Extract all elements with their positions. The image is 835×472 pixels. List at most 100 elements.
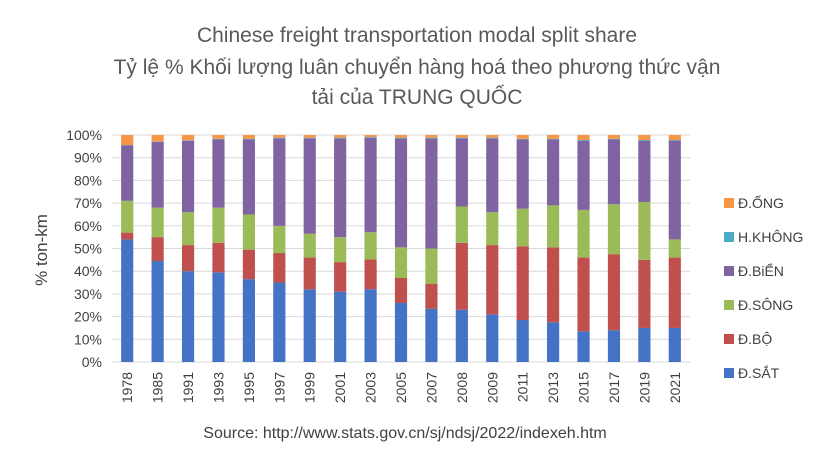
x-axis-ticks: 1978 1985 1991 1993 1995 1997 1999 2001 2003 2005… — [119, 372, 683, 403]
bar-segment — [273, 135, 286, 138]
legend-entry: Đ.BỘ — [724, 331, 772, 347]
bar-segment — [516, 246, 529, 321]
source-note: Source: http://www.stats.gov.cn/sj/ndsj/… — [203, 425, 606, 442]
bar-segment — [668, 139, 681, 141]
bar-segment — [303, 135, 316, 138]
y-tick-label: 20% — [74, 309, 102, 325]
y-tick-label: 70% — [74, 195, 102, 211]
bar-stack — [638, 135, 651, 362]
bar-segment — [547, 139, 560, 206]
x-tick-label: 1991 — [180, 372, 196, 403]
bar-segment — [607, 138, 621, 140]
bar-segment — [638, 327, 651, 362]
bar-segment — [547, 138, 560, 140]
y-tick-label: 30% — [74, 286, 102, 302]
legend-entry: Đ.ỐNG — [724, 194, 784, 211]
bar-stack — [181, 135, 195, 362]
bar-segment — [455, 309, 468, 362]
bar-segment — [151, 141, 164, 208]
bar-segment — [425, 248, 438, 284]
bar-segment — [638, 135, 651, 140]
legend-swatch — [724, 368, 734, 378]
bar-segment — [516, 320, 529, 362]
bar-segment — [668, 327, 681, 362]
y-tick-label: 0% — [82, 354, 102, 370]
bar-segment — [425, 138, 438, 249]
bar-segment — [516, 135, 529, 139]
bar-segment — [212, 139, 225, 208]
bar-stack — [303, 135, 316, 362]
bar-segment — [121, 232, 134, 240]
y-axis-ticks: 0% 10% 20% 30% 40% 50% 60% 70% 80% 90% 100% — [66, 127, 102, 370]
bar-segment — [242, 214, 255, 250]
bar-segment — [212, 242, 225, 273]
bar-segment — [121, 145, 134, 201]
legend-swatch — [724, 300, 734, 310]
bar-segment — [577, 135, 590, 140]
bar-segment — [668, 239, 681, 258]
bar-segment — [516, 139, 529, 209]
bar-segment — [425, 135, 438, 138]
x-tick-label: 2005 — [393, 372, 409, 403]
bar-segment — [242, 135, 255, 139]
bar-segment — [303, 138, 316, 234]
legend: Đ.ỐNG H.KHÔNG Đ.BiỂN Đ.SÔNG Đ.BỘ Đ.SẮT — [724, 194, 803, 381]
bar-stack — [577, 135, 590, 362]
x-tick-label: 2019 — [636, 372, 652, 403]
legend-label: Đ.BiỂN — [738, 262, 784, 279]
bar-segment — [486, 135, 499, 138]
bar-segment — [181, 212, 195, 246]
bar-stack — [212, 135, 225, 362]
bar-segment — [425, 308, 438, 362]
bar-segment — [394, 135, 408, 138]
legend-entry: Đ.BiỂN — [724, 262, 784, 279]
legend-swatch — [724, 266, 734, 276]
x-tick-label: 1997 — [271, 372, 287, 403]
y-tick-label: 10% — [74, 331, 102, 347]
bar-segment — [151, 135, 164, 142]
bar-segment — [121, 239, 134, 362]
legend-label: Đ.BỘ — [738, 331, 772, 347]
legend-entry: Đ.SÔNG — [724, 297, 793, 313]
bar-segment — [638, 201, 651, 260]
bar-segment — [334, 291, 347, 362]
bar-segment — [334, 237, 347, 263]
bar-stack — [273, 135, 286, 362]
y-tick-label: 60% — [74, 218, 102, 234]
bar-segment — [455, 137, 468, 139]
y-tick-label: 40% — [74, 263, 102, 279]
bar-stack — [455, 135, 468, 362]
legend-swatch — [724, 334, 734, 344]
bar-stack — [121, 135, 134, 362]
bar-segment — [121, 200, 134, 233]
bar-segment — [486, 245, 499, 315]
bar-segment — [303, 289, 316, 362]
bar-segment — [181, 271, 195, 362]
bar-segment — [425, 137, 438, 139]
bar-segment — [486, 138, 499, 213]
bar-segment — [577, 257, 590, 332]
bar-segment — [486, 212, 499, 246]
x-tick-label: 2008 — [454, 372, 470, 403]
bar-segment — [303, 137, 316, 139]
bar-segment — [547, 247, 560, 323]
bar-segment — [364, 289, 377, 362]
bar-segment — [607, 254, 621, 331]
y-tick-label: 100% — [66, 127, 102, 143]
bar-segment — [638, 140, 651, 202]
x-tick-label: 2007 — [423, 372, 439, 403]
legend-swatch — [724, 232, 734, 242]
bar-segment — [607, 330, 621, 362]
bar-segment — [547, 205, 560, 248]
bar-segment — [151, 237, 164, 261]
bar-segment — [334, 138, 347, 238]
bar-segment — [303, 233, 316, 258]
bar-segment — [273, 282, 286, 362]
bar-segment — [242, 249, 255, 280]
bar-segment — [242, 139, 255, 215]
legend-label: Đ.ỐNG — [738, 194, 784, 211]
bar-segment — [273, 137, 286, 139]
bar-segment — [334, 137, 347, 139]
legend-label: Đ.SẮT — [738, 364, 780, 381]
